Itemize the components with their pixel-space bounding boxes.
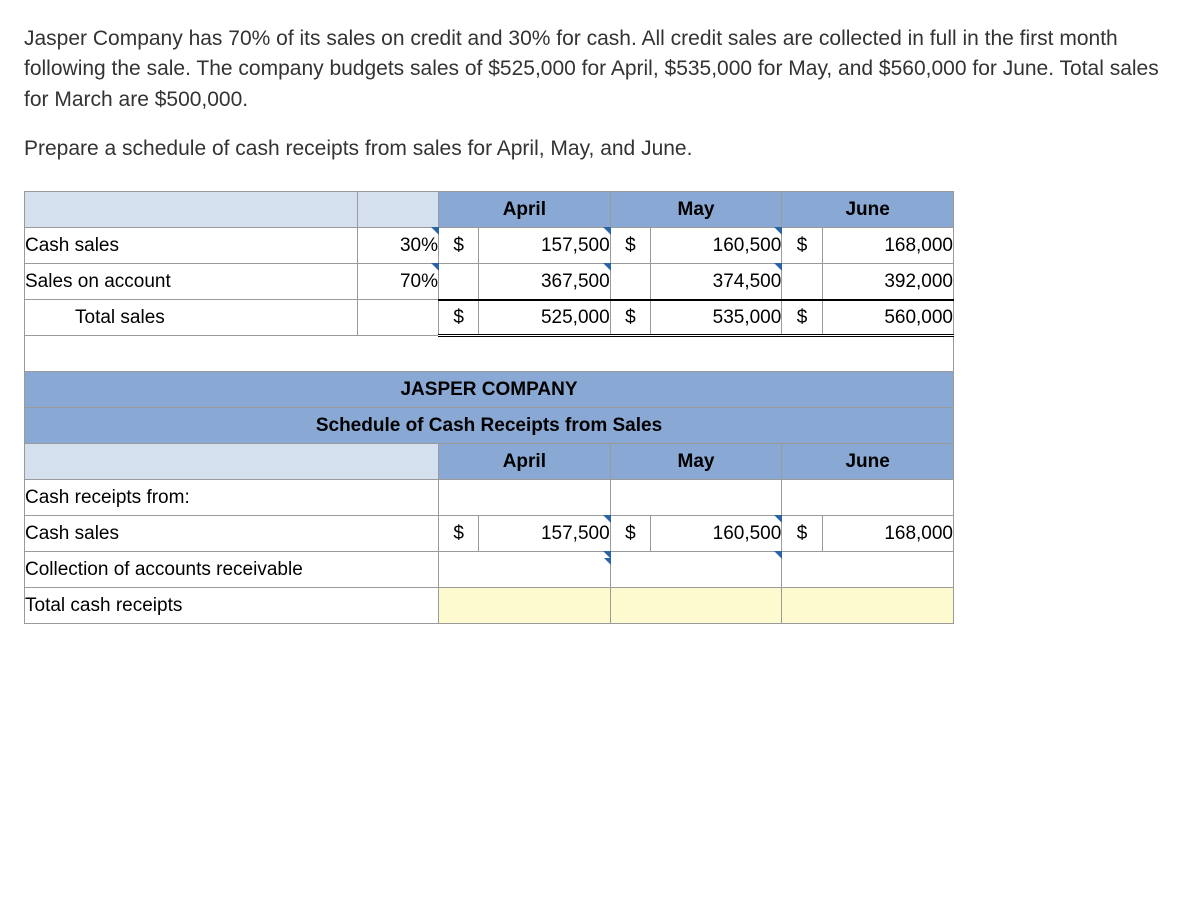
sales-acct-apr[interactable]: 367,500 [479,264,610,300]
pct-total-sales [358,300,439,336]
row-sales-account: Sales on account 70% 367,500 374,500 392… [25,264,954,300]
blank [782,480,954,516]
label-total-receipts: Total cash receipts [25,588,439,624]
receipts-cash-may[interactable]: 160,500 [651,516,782,552]
col-header-may: May [610,192,782,228]
total-receipts-apr[interactable] [439,588,611,624]
blank [439,264,479,300]
label-collection-ar: Collection of accounts receivable [25,552,439,588]
dollar-sign: $ [439,516,479,552]
total-sales-jun: 560,000 [822,300,953,336]
dollar-sign: $ [439,228,479,264]
label-receipts-cash-sales: Cash sales [25,516,439,552]
cash-sales-jun[interactable]: 168,000 [822,228,953,264]
cash-sales-apr[interactable]: 157,500 [479,228,610,264]
col-header-april: April [439,192,611,228]
sales-acct-may[interactable]: 374,500 [651,264,782,300]
pct-cash-sales[interactable]: 30% [358,228,439,264]
blank-header [358,192,439,228]
row-receipts-cash-sales: Cash sales $ 157,500 $ 160,500 $ 168,000 [25,516,954,552]
label-cash-sales: Cash sales [25,228,358,264]
collection-ar-may-input[interactable] [610,552,782,588]
company-header: JASPER COMPANY [25,372,954,408]
dollar-sign: $ [782,228,822,264]
collection-ar-jun-input[interactable] [782,552,954,588]
blank [610,264,650,300]
cash-sales-may[interactable]: 160,500 [651,228,782,264]
pct-sales-account[interactable]: 70% [358,264,439,300]
label-total-sales: Total sales [25,300,358,336]
total-receipts-jun[interactable] [782,588,954,624]
schedule-header: Schedule of Cash Receipts from Sales [25,408,954,444]
row-cash-sales: Cash sales 30% $ 157,500 $ 160,500 $ 168… [25,228,954,264]
blank [782,264,822,300]
dollar-sign: $ [610,228,650,264]
dollar-sign: $ [782,516,822,552]
problem-text: Jasper Company has 70% of its sales on c… [24,24,1176,115]
row-total-sales: Total sales $ 525,000 $ 535,000 $ 560,00… [25,300,954,336]
col2-header-april: April [439,444,611,480]
receipts-cash-apr[interactable]: 157,500 [479,516,610,552]
blank-header [25,444,439,480]
collection-ar-apr-input[interactable] [439,552,611,588]
col2-header-may: May [610,444,782,480]
total-receipts-may[interactable] [610,588,782,624]
sales-breakdown-table: April May June Cash sales 30% $ 157,500 … [24,191,954,624]
dollar-sign: $ [610,516,650,552]
total-sales-apr: 525,000 [479,300,610,336]
label-receipts-from: Cash receipts from: [25,480,439,516]
dollar-sign: $ [439,300,479,336]
receipts-cash-jun[interactable]: 168,000 [822,516,953,552]
col-header-june: June [782,192,954,228]
row-receipts-heading: Cash receipts from: [25,480,954,516]
label-sales-account: Sales on account [25,264,358,300]
col2-header-june: June [782,444,954,480]
dollar-sign: $ [782,300,822,336]
blank [439,480,611,516]
total-sales-may: 535,000 [651,300,782,336]
row-collection-ar: Collection of accounts receivable [25,552,954,588]
dollar-sign: $ [610,300,650,336]
blank-header [25,192,358,228]
instruction-text: Prepare a schedule of cash receipts from… [24,137,1176,161]
spacer [25,336,954,372]
sales-acct-jun[interactable]: 392,000 [822,264,953,300]
row-total-receipts: Total cash receipts [25,588,954,624]
blank [610,480,782,516]
